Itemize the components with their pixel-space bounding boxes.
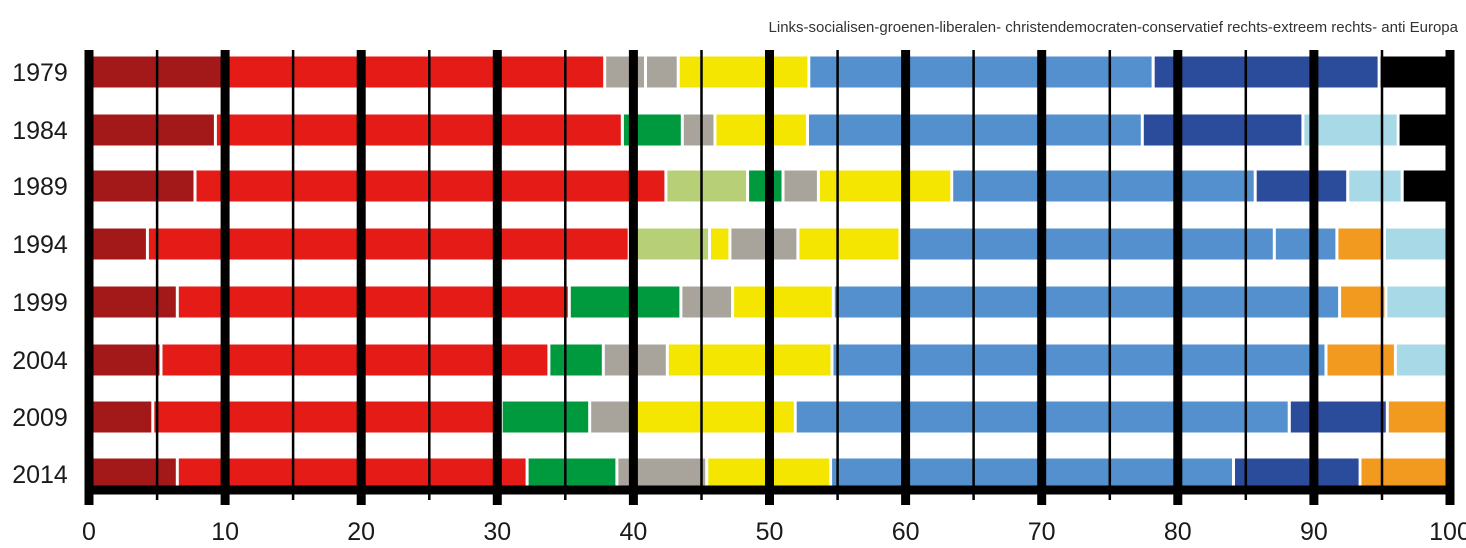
bar-segment-2014-6: [832, 458, 1232, 490]
bar-segment-1979-5: [679, 56, 808, 88]
bar-segment-2014-3: [528, 458, 616, 490]
bar-segment-1994-6: [799, 228, 899, 260]
bar-segment-1979-3: [606, 56, 644, 88]
bar-segment-1984-6: [809, 114, 1141, 146]
x-tick-label-40: 40: [619, 518, 647, 546]
bar-segment-2004-3: [550, 344, 602, 376]
bar-segment-1994-9: [1338, 228, 1383, 260]
x-tick-label-100: 100: [1429, 518, 1466, 546]
y-tick-label-1989: 1989: [12, 173, 68, 201]
bar-segment-2004-5: [668, 344, 831, 376]
y-tick-label-1999: 1999: [12, 289, 68, 317]
bar-segment-1989-5: [784, 170, 817, 202]
bar-segment-1984-9: [1399, 114, 1447, 146]
bar-segment-1984-5: [716, 114, 806, 146]
bar-segment-1989-10: [1403, 170, 1447, 202]
x-tick-label-10: 10: [211, 518, 239, 546]
bar-segment-1994-4: [711, 228, 729, 260]
bar-segment-1984-4: [683, 114, 714, 146]
x-tick-label-0: 0: [82, 518, 96, 546]
bar-segment-1989-8: [1256, 170, 1347, 202]
bar-segment-1989-6: [819, 170, 951, 202]
bar-segment-2009-2: [154, 401, 500, 433]
grid-layer: [84, 50, 1455, 490]
bar-segment-2014-1: [89, 458, 176, 490]
bar-segment-1999-5: [734, 286, 832, 318]
bar-segment-1994-10: [1386, 228, 1447, 260]
x-tick-label-90: 90: [1300, 518, 1328, 546]
bar-segment-1979-6: [810, 56, 1152, 88]
bar-segment-1984-2: [216, 114, 621, 146]
y-tick-label-1979: 1979: [12, 59, 68, 87]
bar-segment-2009-4: [591, 401, 632, 433]
bar-segment-2014-2: [178, 458, 526, 490]
x-tick-label-60: 60: [892, 518, 920, 546]
bar-segment-1994-7: [901, 228, 1273, 260]
y-axis: 1979 1984 1989 1994 1999 2004 2009 2014: [12, 59, 68, 489]
bar-segment-1979-4: [647, 56, 677, 88]
bar-segment-1979-8: [1380, 56, 1447, 88]
y-tick-label-1994: 1994: [12, 231, 68, 259]
bar-segment-1989-3: [667, 170, 747, 202]
bar-segment-1984-1: [89, 114, 214, 146]
bar-segment-2004-8: [1396, 344, 1447, 376]
bar-segment-1994-3: [630, 228, 708, 260]
bar-segment-2014-7: [1235, 458, 1359, 490]
bar-segment-1999-6: [834, 286, 1339, 318]
x-tick-label-50: 50: [756, 518, 784, 546]
bar-segment-1999-4: [682, 286, 732, 318]
bar-segment-1994-5: [731, 228, 797, 260]
bar-segment-1999-1: [89, 286, 176, 318]
y-tick-label-2004: 2004: [12, 347, 68, 375]
bar-segment-1999-8: [1387, 286, 1447, 318]
bar-segment-2009-1: [89, 401, 152, 433]
x-tick-label-20: 20: [347, 518, 375, 546]
y-tick-label-1984: 1984: [12, 117, 68, 145]
bar-segment-1999-7: [1341, 286, 1385, 318]
legend-text: Links-socialisen-groenen-liberalen- chri…: [769, 19, 1459, 36]
bar-segment-1994-1: [89, 228, 146, 260]
bar-segment-2009-8: [1388, 401, 1447, 433]
bar-segment-2004-2: [162, 344, 548, 376]
y-tick-label-2009: 2009: [12, 404, 68, 432]
bar-segment-1989-9: [1349, 170, 1401, 202]
x-tick-label-80: 80: [1164, 518, 1192, 546]
bar-segment-1979-2: [227, 56, 604, 88]
x-tick-label-30: 30: [483, 518, 511, 546]
y-tick-label-2014: 2014: [12, 461, 68, 489]
x-axis: 0 10 20 30 40 50 60 70 80 90 100: [82, 485, 1466, 546]
bar-segment-1999-3: [570, 286, 680, 318]
bar-segment-1989-1: [89, 170, 194, 202]
bar-segment-2004-1: [89, 344, 160, 376]
bar-segment-2004-7: [1327, 344, 1394, 376]
bar-segment-2009-3: [502, 401, 589, 433]
bar-segment-2009-7: [1290, 401, 1386, 433]
bar-segment-2004-6: [833, 344, 1325, 376]
bar-segment-2014-8: [1361, 458, 1447, 490]
x-tick-label-70: 70: [1028, 518, 1056, 546]
bar-segment-1994-8: [1275, 228, 1336, 260]
bar-segment-1979-7: [1154, 56, 1378, 88]
bar-segment-1999-2: [178, 286, 568, 318]
bar-segment-1989-7: [953, 170, 1254, 202]
bar-segment-1984-7: [1143, 114, 1302, 146]
